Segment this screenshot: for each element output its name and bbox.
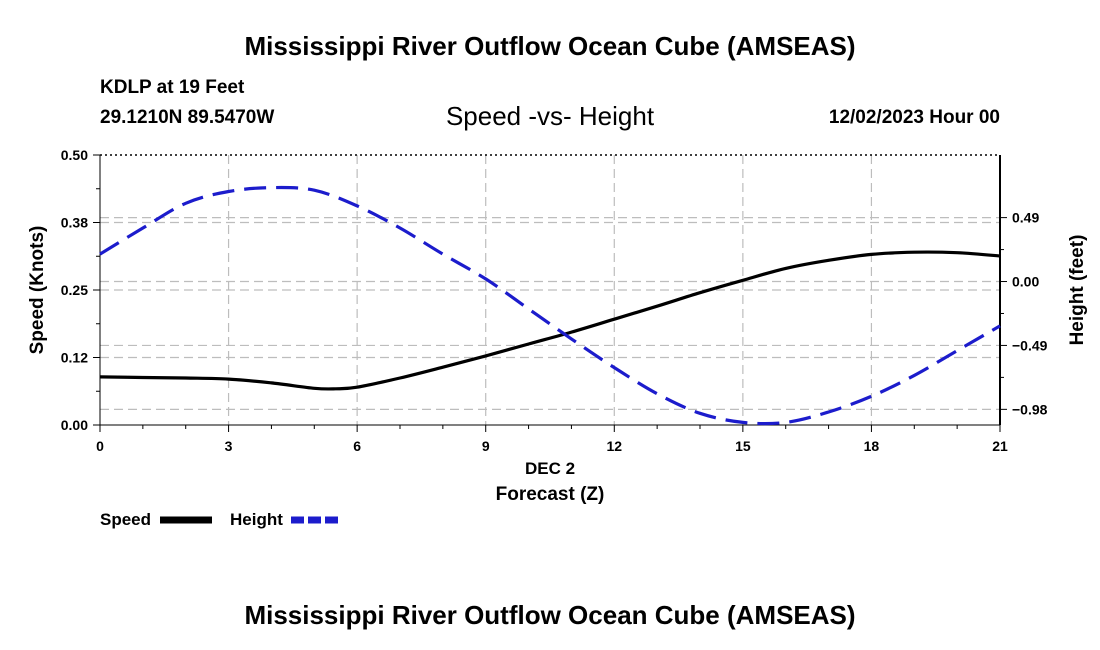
x-tick-label: 21	[992, 438, 1008, 454]
y-tick-label: 0.38	[61, 215, 88, 231]
station-coordinates: 29.1210N 89.5470W	[100, 107, 275, 128]
y2-tick-label: −0.49	[1012, 337, 1048, 353]
y2-tick-label: −0.98	[1012, 401, 1048, 417]
x-tick-label: 0	[96, 438, 104, 454]
chart-title: Mississippi River Outflow Ocean Cube (AM…	[244, 31, 856, 61]
x-tick-label: 9	[482, 438, 490, 454]
legend-label-speed: Speed	[100, 510, 152, 529]
footer-title: Mississippi River Outflow Ocean Cube (AM…	[244, 600, 856, 630]
x-tick-label: 6	[353, 438, 361, 454]
x-tick-label: 15	[735, 438, 751, 454]
series-line-height	[99, 185, 1001, 426]
forecast-datestamp: 12/02/2023 Hour 00	[828, 107, 1000, 128]
chart-subtitle: Speed -vs- Height	[445, 101, 655, 131]
y-tick-label: 0.00	[61, 417, 88, 433]
y-tick-label: 0.50	[61, 147, 88, 163]
x-axis-sublabel: DEC 2	[525, 459, 575, 478]
legend-label-height: Height	[230, 510, 283, 529]
x-axis-label: Forecast (Z)	[496, 484, 605, 505]
y-tick-label: 0.12	[61, 350, 88, 366]
series-line-speed	[99, 250, 1001, 391]
y-axis-label: Speed (Knots)	[27, 226, 48, 355]
station-label: KDLP at 19 Feet	[100, 77, 245, 98]
y2-tick-label: 0.49	[1012, 210, 1039, 226]
x-tick-label: 18	[864, 438, 880, 454]
y2-tick-label: 0.00	[1012, 274, 1039, 290]
x-tick-label: 12	[606, 438, 622, 454]
x-tick-label: 3	[225, 438, 233, 454]
y-tick-label: 0.25	[61, 282, 88, 298]
y2-axis-label: Height (feet)	[1067, 235, 1088, 346]
